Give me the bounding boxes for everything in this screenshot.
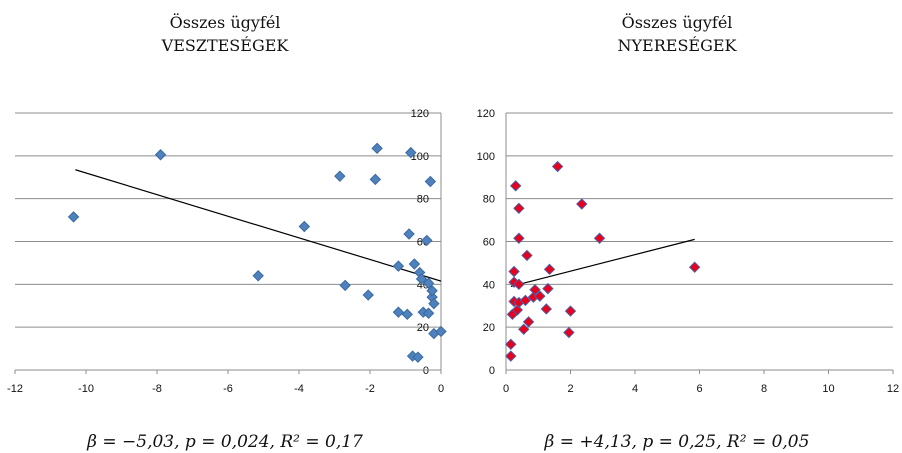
left-y-tick-label: 120 [411, 108, 429, 120]
right-trendline [510, 238, 695, 288]
left-x-tick-label: -4 [294, 383, 304, 395]
left-regression-caption: β = −5,03, p = 0,024, R² = 0,17 [86, 432, 363, 452]
left-data-point [415, 273, 428, 285]
right-y-tick-label: 80 [483, 194, 495, 206]
right-y-tick-label: 100 [477, 151, 495, 163]
left-data-point [362, 289, 374, 301]
right-x-tick-label: 12 [887, 383, 899, 395]
right-x-tick-label: 2 [567, 383, 573, 395]
left-data-point [392, 306, 405, 318]
left-data-point [412, 351, 424, 363]
left-data-point [408, 258, 421, 270]
right-data-point [540, 303, 553, 315]
right-data-point [509, 180, 522, 192]
right-data-point [576, 198, 588, 210]
left-data-point [401, 308, 413, 321]
right-data-point [513, 278, 525, 291]
left-data-point [369, 173, 382, 186]
right-regression-caption: β = +4,13, p = 0,25, R² = 0,05 [544, 432, 810, 452]
right-data-point [508, 265, 520, 278]
left-chart-subtitle: VESZTESÉGEK [161, 35, 290, 55]
left-x-tick-label: -2 [365, 383, 375, 395]
right-x-tick-label: 4 [632, 383, 638, 395]
right-chart-subtitle: NYERESÉGEK [617, 35, 737, 55]
left-data-point [426, 285, 438, 297]
right-data-point [529, 283, 541, 296]
left-data-point [154, 149, 167, 161]
left-x-tick-label: 0 [438, 383, 444, 395]
right-chart-title: Összes ügyfél [622, 12, 733, 32]
left-data-point [422, 307, 435, 319]
right-data-point [519, 294, 532, 307]
left-data-point [252, 270, 264, 282]
right-x-tick-label: 0 [503, 383, 509, 395]
left-data-point [424, 175, 437, 188]
right-data-point [688, 261, 701, 273]
left-x-tick-label: -12 [7, 383, 23, 395]
right-y-tick-label: 40 [483, 279, 495, 291]
left-x-tick-label: -10 [78, 383, 94, 395]
right-data-point [521, 249, 533, 262]
right-data-point [513, 202, 525, 215]
left-x-tick-label: -8 [152, 383, 162, 395]
left-data-point [405, 146, 417, 159]
left-data-point [421, 234, 433, 247]
right-data-point [551, 160, 564, 173]
right-data-point [513, 232, 525, 244]
right-data-point [593, 232, 606, 244]
left-data-point [339, 279, 351, 292]
left-data-point [371, 142, 383, 155]
left-y-tick-label: 20 [417, 322, 429, 334]
right-y-tick-label: 120 [477, 108, 495, 120]
left-data-point [392, 260, 405, 272]
left-y-tick-label: 0 [423, 365, 429, 377]
right-data-point [534, 290, 546, 302]
right-y-tick-label: 0 [489, 365, 495, 377]
right-data-point [505, 350, 517, 362]
left-data-point [435, 325, 447, 338]
left-data-point [298, 220, 311, 233]
right-data-point [511, 304, 523, 316]
right-scatter-plot: 0 20 40 60 80 100 120 0 2 4 6 8 10 12 [477, 108, 899, 395]
right-data-point [543, 263, 556, 276]
right-data-point [564, 305, 577, 317]
right-x-tick-label: 8 [761, 383, 767, 395]
right-data-point [522, 316, 535, 328]
right-y-tick-label: 20 [483, 322, 495, 334]
left-data-point [67, 211, 80, 223]
left-trendline [75, 169, 442, 282]
left-data-point [403, 228, 415, 240]
right-x-tick-label: 10 [822, 383, 834, 395]
right-data-point [505, 338, 517, 351]
right-data-point [542, 282, 554, 295]
right-data-point [563, 326, 575, 339]
left-data-point [422, 277, 435, 289]
right-y-tick-label: 60 [483, 237, 495, 249]
left-x-tick-label: -6 [223, 383, 233, 395]
left-data-point [334, 170, 346, 182]
left-y-tick-label: 80 [417, 194, 429, 206]
right-data-point [518, 323, 530, 336]
left-chart-title: Összes ügyfél [170, 12, 281, 32]
right-x-tick-label: 6 [696, 383, 702, 395]
left-data-point [428, 297, 440, 310]
